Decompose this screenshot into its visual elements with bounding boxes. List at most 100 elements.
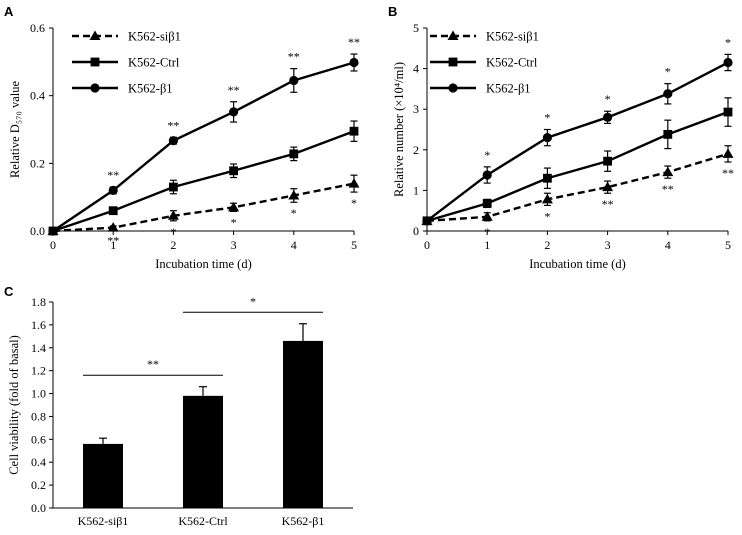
panel-c-letter: C [4, 284, 14, 299]
y-tick-label: 1.6 [31, 318, 46, 332]
y-tick-label: 0.2 [30, 156, 45, 170]
legend-label: K562-β1 [128, 82, 173, 96]
legend-item-k562-si-1: K562-siβ1 [72, 30, 181, 44]
y-tick-label: 2 [413, 143, 419, 157]
data-point-marker [229, 107, 239, 117]
significance-label: * [351, 196, 357, 210]
x-axis-title: Incubation time (d) [155, 257, 252, 271]
x-tick-label: 4 [291, 238, 297, 252]
y-tick-label: 1.0 [31, 387, 46, 401]
legend-label: K562-siβ1 [128, 30, 181, 44]
data-point-marker [168, 136, 178, 146]
data-point-marker [481, 211, 493, 221]
panel-a-line-chart: 0.0 0.2 0.4 0.6 0 1 2 3 4 5 Incubation time (d) Rel… [8, 21, 360, 271]
data-point-marker [169, 182, 178, 192]
y-tick-label: 0.4 [31, 455, 46, 469]
series-k562-1: ********** [48, 35, 360, 236]
data-point-marker [108, 206, 118, 216]
y-tick-label: 0.0 [30, 224, 45, 238]
comparison-significance: ** [147, 357, 159, 371]
bar-group-k562-1: K562-β1 [282, 323, 325, 528]
y-axis-title: Relative number (×10⁴/ml) [392, 62, 406, 197]
data-point-marker [167, 210, 179, 220]
data-point-marker [602, 181, 614, 192]
significance-label: * [544, 209, 550, 223]
legend-marker [448, 83, 458, 93]
x-tick-label: 1 [110, 238, 116, 252]
y-tick-label: 0.0 [31, 501, 46, 515]
significance-label: * [544, 111, 550, 125]
data-point-marker [723, 107, 733, 117]
y-axis-title: Relative D₅₇₀ value [8, 81, 22, 179]
data-point-marker [663, 89, 673, 99]
data-point-marker [349, 57, 359, 68]
panel-b-line-chart: 0 1 2 3 4 5 0 1 2 3 4 5 Incubation time (d) Relative … [392, 21, 734, 271]
y-tick-label: 0 [413, 224, 419, 238]
data-point-marker [288, 189, 300, 200]
series-line [52, 182, 355, 233]
significance-label: ** [107, 168, 119, 182]
bar-group-k562-ctrl: K562-Ctrl [178, 386, 228, 528]
legend-label: K562-Ctrl [486, 56, 538, 70]
legend-item-k562-si-1: K562-siβ1 [430, 30, 539, 44]
series-k562-1: ***** [422, 35, 733, 226]
data-point-marker [422, 216, 432, 226]
bar [83, 443, 123, 508]
data-point-marker [289, 149, 299, 159]
data-point-marker [482, 198, 492, 208]
x-tick-label: K562-β1 [282, 514, 325, 528]
x-tick-label: K562-Ctrl [178, 514, 228, 528]
data-point-marker [348, 178, 360, 188]
y-tick-label: 0.6 [30, 21, 45, 35]
y-tick-label: 0.6 [31, 432, 46, 446]
x-tick-label: 0 [424, 238, 430, 252]
data-point-marker [663, 129, 673, 139]
data-point-marker [723, 57, 733, 68]
data-point-marker [603, 156, 612, 166]
significance-label: ** [288, 50, 300, 64]
significance-label: * [605, 92, 611, 106]
data-point-marker [349, 126, 359, 136]
significance-label: * [484, 148, 490, 162]
legend-marker [448, 57, 458, 67]
y-tick-label: 0.4 [30, 89, 45, 103]
x-tick-label: K562-siβ1 [78, 514, 129, 528]
data-point-marker [543, 173, 552, 183]
series-k562-ctrl [48, 120, 359, 236]
x-tick-label: 4 [665, 238, 671, 252]
data-point-marker [542, 133, 553, 143]
y-tick-label: 1.8 [31, 295, 46, 309]
panel-a-letter: A [4, 4, 14, 19]
legend-marker [89, 30, 101, 40]
legend-item-k562-ctrl: K562-Ctrl [72, 56, 180, 70]
bar [183, 395, 223, 508]
legend-item-k562-ctrl: K562-Ctrl [430, 56, 538, 70]
series-line [426, 61, 729, 222]
series-line [52, 61, 355, 232]
x-tick-label: 3 [231, 238, 237, 252]
x-axis-title: Incubation time (d) [529, 257, 626, 271]
y-tick-label: 4 [413, 62, 419, 76]
comparison-significance: * [250, 294, 256, 308]
y-tick-label: 1.2 [31, 364, 46, 378]
significance-label: ** [602, 197, 614, 211]
significance-label: ** [662, 182, 674, 196]
legend-item-k562-1: K562-β1 [430, 82, 531, 96]
data-point-marker [229, 166, 238, 176]
significance-label: ** [107, 233, 119, 247]
data-point-marker [228, 201, 240, 212]
series-line [426, 110, 729, 223]
data-point-marker [108, 185, 118, 195]
data-point-marker [289, 75, 299, 86]
legend-item-k562-1: K562-β1 [72, 82, 173, 96]
significance-label: ** [228, 83, 240, 97]
series-k562-si-1: ****** [47, 174, 360, 247]
significance-label: * [291, 206, 297, 220]
x-tick-label: 5 [725, 238, 731, 252]
panel-c-bar-chart: 0.0 0.2 0.4 0.6 0.8 1.0 1.2 1.4 1.6 1.8 Cell viabi… [7, 294, 353, 528]
series-line [426, 152, 729, 223]
significance-label: * [665, 65, 671, 79]
y-tick-label: 1.4 [31, 341, 46, 355]
legend-label: K562-siβ1 [486, 30, 539, 44]
